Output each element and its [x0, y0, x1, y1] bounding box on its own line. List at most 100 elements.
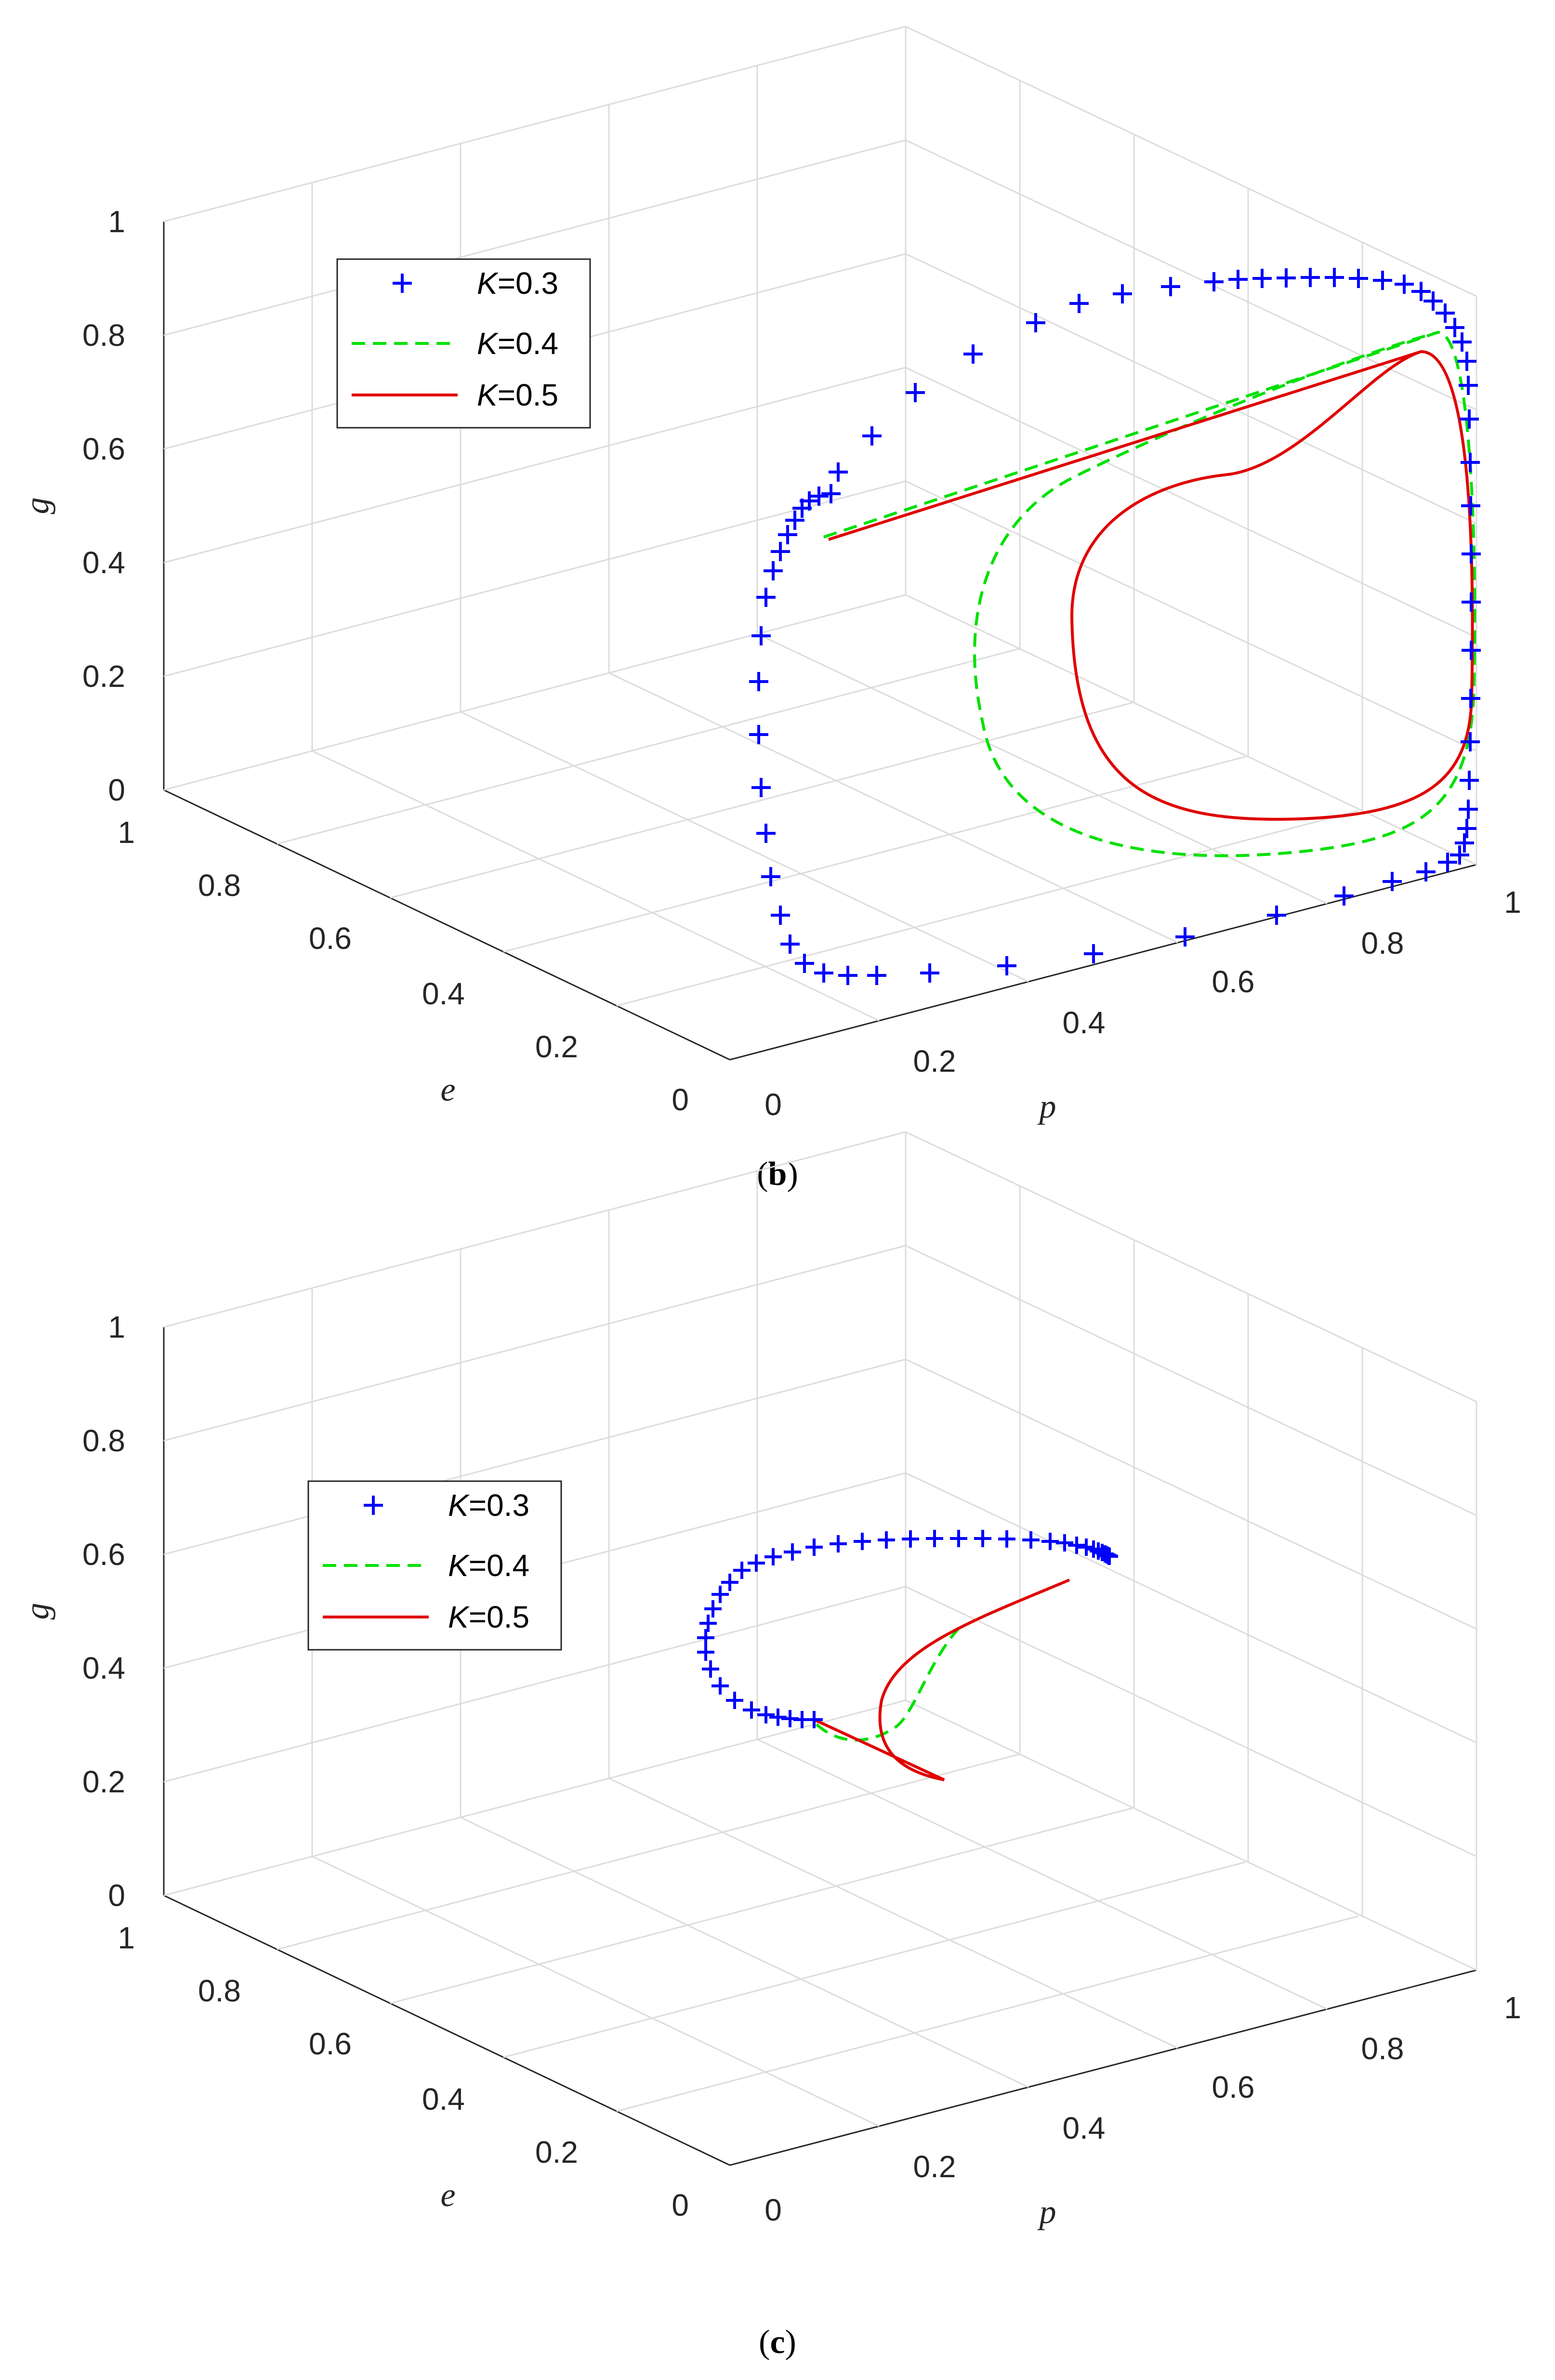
k03-marker: [785, 511, 804, 530]
k03-marker: [1325, 268, 1344, 287]
panel-b-legend: K=0.3 K=0.4 K=0.5: [336, 258, 591, 429]
k03-marker: [795, 954, 814, 973]
k03-marker: [838, 966, 857, 985]
panel-c-z-ticks: 0 0.2 0.4 0.6 0.8 1: [82, 1310, 125, 1913]
k03-marker: [1161, 277, 1180, 296]
k03-marker: [1175, 927, 1195, 947]
k03-marker: [757, 1706, 775, 1723]
panel-c-x-ticks: 0 0.2 0.4 0.6 0.8 1: [764, 1990, 1521, 2227]
k03-marker: [1436, 303, 1455, 323]
legend-k03-label: K=0.3: [448, 1488, 529, 1523]
k03-marker: [814, 963, 833, 983]
z-tick-1: 0.2: [82, 659, 125, 694]
x-tick-1: 0.2: [913, 1044, 956, 1078]
y-tick-3: 0.6: [309, 921, 352, 956]
k03-marker: [697, 1629, 714, 1646]
k03-marker: [721, 1574, 738, 1591]
k03-marker: [771, 906, 790, 925]
k03-marker: [1461, 689, 1480, 708]
panel-b: 0 0.2 0.4 0.6 0.8 1 g 1 0.8 0.6 0.4 0.2 …: [19, 26, 1521, 1193]
k03-marker: [769, 1709, 787, 1726]
k03-marker: [778, 525, 797, 544]
k03-marker: [1461, 732, 1480, 751]
k03-marker: [830, 1535, 847, 1552]
k03-marker: [1462, 544, 1481, 564]
k03-marker: [764, 561, 783, 580]
k03-marker: [862, 426, 882, 446]
k03-marker: [1460, 409, 1479, 429]
x-axis-label: p: [1037, 1088, 1056, 1125]
k03-marker: [1373, 271, 1392, 290]
k03-marker: [926, 1530, 943, 1547]
series-k05-curve: [813, 1578, 1070, 1781]
x-axis-label: p: [1037, 2194, 1056, 2231]
k03-marker: [1452, 332, 1472, 352]
panel-b-caption: (b): [757, 1156, 798, 1193]
k03-marker: [821, 484, 841, 503]
k03-marker: [1267, 906, 1286, 925]
legend-k05-label: K=0.5: [477, 378, 558, 412]
panel-c-legend: K=0.3 K=0.4 K=0.5: [307, 1480, 562, 1651]
k03-marker: [1461, 453, 1480, 472]
k03-marker: [726, 1692, 743, 1709]
k03-marker: [704, 1600, 722, 1617]
k03-marker: [1334, 886, 1354, 906]
k03-marker: [743, 1701, 760, 1719]
z-tick-4: 0.8: [82, 318, 125, 353]
k03-marker: [1113, 284, 1132, 303]
y-tick-0: 0: [672, 2188, 689, 2222]
legend-k05-label: K=0.5: [448, 1600, 529, 1634]
x-tick-3: 0.6: [1212, 2070, 1255, 2104]
k03-marker: [1459, 376, 1478, 395]
k03-marker: [950, 1530, 967, 1547]
k03-marker: [1457, 352, 1476, 371]
k03-marker: [906, 383, 925, 402]
panel-b-x-ticks: 0 0.2 0.4 0.6 0.8 1: [764, 885, 1521, 1122]
k03-marker: [751, 626, 771, 645]
panel-c-grid: [163, 1131, 1477, 2127]
k03-marker: [1383, 872, 1402, 891]
y-tick-4: 0.8: [198, 868, 241, 903]
k03-marker: [998, 1530, 1015, 1548]
panel-b-z-ticks: 0 0.2 0.4 0.6 0.8 1: [82, 204, 125, 807]
k03-marker: [974, 1530, 991, 1547]
y-tick-2: 0.4: [422, 2082, 465, 2117]
z-axis-label: g: [19, 498, 56, 514]
k03-marker: [1395, 275, 1414, 294]
k03-marker: [733, 1562, 751, 1579]
z-tick-0: 0: [108, 773, 125, 807]
k03-marker: [748, 1554, 765, 1572]
panel-c-y-ticks: 1 0.8 0.6 0.4 0.2 0: [118, 1920, 689, 2222]
z-axis-label: g: [19, 1603, 56, 1620]
k03-marker: [1457, 819, 1476, 838]
k03-marker: [809, 487, 829, 506]
series-k04-curve: [816, 1622, 965, 1742]
z-tick-4: 0.8: [82, 1423, 125, 1458]
k03-marker: [854, 1533, 871, 1550]
x-tick-5: 1: [1504, 1990, 1521, 2025]
k03-marker: [749, 672, 768, 691]
k03-marker: [792, 499, 812, 518]
x-tick-1: 0.2: [913, 2149, 956, 2184]
x-tick-0: 0: [764, 2193, 782, 2227]
k03-marker: [878, 1531, 895, 1549]
x-tick-5: 1: [1504, 885, 1521, 920]
k03-marker: [902, 1530, 919, 1548]
k03-marker: [1101, 1548, 1118, 1565]
k03-marker: [756, 588, 776, 607]
x-tick-0: 0: [764, 1087, 782, 1122]
k03-marker: [1068, 1537, 1085, 1554]
x-tick-3: 0.6: [1212, 964, 1255, 999]
z-tick-5: 1: [108, 204, 125, 239]
k03-marker: [1423, 291, 1443, 311]
legend-k03-label: K=0.3: [477, 266, 558, 301]
k03-marker: [1460, 771, 1479, 790]
y-tick-2: 0.4: [422, 976, 465, 1011]
z-tick-3: 0.6: [82, 1537, 125, 1572]
legend-k03-marker: [364, 1496, 383, 1515]
y-axis-label: e: [440, 1071, 455, 1108]
series-k03-markers: [749, 268, 1481, 985]
k03-marker: [1416, 862, 1436, 881]
k03-marker: [867, 966, 886, 985]
k03-marker: [1462, 641, 1481, 660]
